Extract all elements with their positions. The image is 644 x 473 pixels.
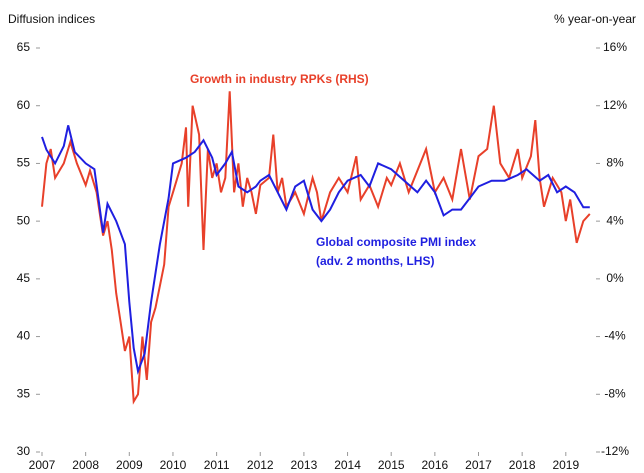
y-tick-label: 35	[17, 386, 31, 400]
series-line	[41, 125, 590, 375]
y-tick-label: 60	[17, 98, 31, 112]
y2-tick-label: -8%	[604, 386, 626, 400]
y2-tick-label: 0%	[606, 271, 624, 285]
y2-tick-label: 12%	[603, 98, 627, 112]
series-line	[41, 91, 591, 405]
x-tick-label: 2017	[465, 458, 492, 472]
series-label: Growth in industry RPKs (RHS)	[190, 72, 369, 86]
x-tick-label: 2008	[72, 458, 99, 472]
x-tick-label: 2016	[422, 458, 449, 472]
y-tick-label: 45	[17, 271, 31, 285]
x-tick-label: 2007	[29, 458, 56, 472]
x-tick-label: 2018	[509, 458, 536, 472]
y2-tick-label: -4%	[604, 329, 626, 343]
annotation: (adv. 2 months, LHS)	[316, 254, 434, 268]
x-tick-label: 2011	[204, 458, 230, 472]
series-label: Global composite PMI index	[316, 235, 476, 249]
y2-tick-label: 8%	[606, 156, 624, 170]
x-tick-label: 2009	[116, 458, 143, 472]
y2-tick-label: 4%	[606, 213, 624, 227]
x-tick-label: 2013	[291, 458, 318, 472]
x-tick-label: 2010	[160, 458, 187, 472]
x-tick-label: 2014	[334, 458, 361, 472]
y-tick-label: 55	[17, 156, 31, 170]
x-tick-label: 2012	[247, 458, 274, 472]
y-axis-title: Diffusion indices	[8, 12, 95, 26]
y-tick-label: 30	[17, 444, 31, 458]
x-tick-label: 2019	[552, 458, 579, 472]
y-tick-label: 40	[17, 329, 31, 343]
y2-tick-label: 16%	[603, 40, 627, 54]
x-tick-label: 2015	[378, 458, 405, 472]
y2-axis-title: % year-on-year	[554, 12, 636, 26]
y2-tick-label: -12%	[601, 444, 629, 458]
y-tick-label: 50	[17, 213, 31, 227]
y-tick-label: 65	[17, 40, 31, 54]
